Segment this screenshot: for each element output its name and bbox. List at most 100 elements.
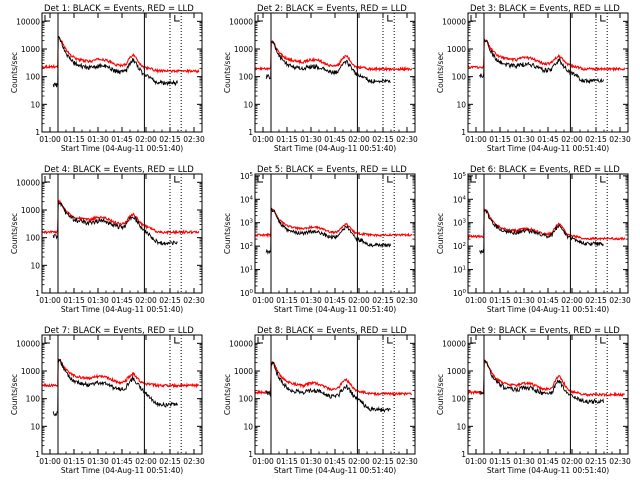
y-tick-label: 1000 (21, 206, 40, 215)
y-tick-label: 1 (35, 450, 40, 459)
x-tick-label: 01:15 (489, 135, 511, 144)
y-tick-label: 1000 (447, 367, 466, 376)
panel-title: Det 9: BLACK = Events, RED = LLD (470, 326, 620, 336)
y-tick-label: 103 (453, 219, 467, 228)
y-tick-label: 102 (240, 242, 253, 251)
lld-series-line (468, 208, 626, 242)
panel-2: Det 2: BLACK = Events, RED = LLD 1 10 100 10… (223, 4, 418, 153)
axes-frame (467, 334, 629, 455)
x-tick-label: 01:15 (276, 457, 298, 466)
y-tick-label: 1000 (234, 45, 253, 54)
x-tick-label: 01:30 (87, 296, 109, 305)
x-tick-label: 02:30 (609, 135, 631, 144)
y-tick-label: 1000 (447, 45, 466, 54)
x-tick-label: 01:00 (465, 296, 487, 305)
panel-5: Det 5: BLACK = Events, RED = LLD 100 101 10… (223, 165, 418, 314)
y-tick-label: 10000 (229, 339, 253, 348)
x-tick-label: 01:30 (513, 135, 535, 144)
axes-frame (254, 12, 416, 133)
axes-frame (254, 334, 416, 455)
y-tick-label: 10 (243, 422, 253, 431)
x-tick-label: 02:30 (183, 457, 205, 466)
x-tick-label: 02:15 (585, 135, 607, 144)
x-tick-label: 02:00 (348, 135, 370, 144)
x-axis-label: Start Time (04-Aug-11 00:51:40) (487, 466, 609, 475)
y-tick-label: 1 (35, 289, 40, 298)
y-tick-label: 104 (453, 195, 467, 204)
y-tick-label: 100 (26, 395, 41, 404)
corner-marker (44, 176, 50, 183)
y-tick-label: 1 (248, 128, 253, 137)
annotation-marker (600, 337, 606, 344)
x-tick-label: 02:15 (159, 457, 181, 466)
panel-title: Det 2: BLACK = Events, RED = LLD (257, 4, 407, 14)
y-axis-label: Counts/sec (436, 374, 445, 415)
corner-marker (44, 337, 50, 344)
x-axis-label: Start Time (04-Aug-11 00:51:40) (274, 305, 396, 314)
annotation-marker (174, 15, 180, 22)
y-tick-label: 100 (26, 234, 41, 243)
x-axis-label: Start Time (04-Aug-11 00:51:40) (61, 305, 183, 314)
corner-marker (257, 337, 263, 344)
x-axis-label: Start Time (04-Aug-11 00:51:40) (61, 144, 183, 153)
y-tick-label: 10000 (16, 178, 40, 187)
events-series-line (265, 40, 391, 85)
y-tick-label: 1 (248, 450, 253, 459)
x-tick-label: 01:00 (252, 135, 274, 144)
panel-4: Det 4: BLACK = Events, RED = LLD 1 10 100 10… (10, 165, 205, 314)
annotation-marker (387, 15, 393, 22)
y-tick-label: 10 (30, 261, 40, 270)
y-tick-label: 100 (453, 289, 467, 298)
x-tick-label: 02:30 (183, 135, 205, 144)
panel-title: Det 1: BLACK = Events, RED = LLD (44, 4, 194, 14)
panel-title: Det 4: BLACK = Events, RED = LLD (44, 165, 194, 175)
panel-title: Det 5: BLACK = Events, RED = LLD (257, 165, 407, 175)
x-axis-label: Start Time (04-Aug-11 00:51:40) (61, 466, 183, 475)
y-axis-label: Counts/sec (436, 52, 445, 93)
x-tick-label: 01:00 (39, 135, 61, 144)
x-tick-label: 01:15 (276, 296, 298, 305)
events-series-line (52, 359, 178, 417)
annotation-marker (600, 15, 606, 22)
y-tick-label: 100 (239, 395, 254, 404)
x-tick-label: 02:00 (135, 135, 157, 144)
lld-series-line (42, 357, 200, 389)
axes-frame (41, 173, 203, 294)
y-tick-label: 10000 (442, 17, 466, 26)
x-tick-label: 02:15 (372, 135, 394, 144)
corner-marker (470, 15, 476, 22)
y-tick-label: 101 (240, 266, 253, 275)
x-tick-label: 02:00 (561, 135, 583, 144)
y-axis-label: Counts/sec (436, 213, 445, 254)
y-tick-label: 100 (26, 73, 41, 82)
x-tick-label: 01:45 (111, 296, 133, 305)
y-tick-label: 10 (456, 100, 466, 109)
x-tick-label: 02:30 (396, 135, 418, 144)
y-axis-label: Counts/sec (10, 52, 19, 93)
x-tick-label: 01:45 (111, 457, 133, 466)
events-series-line (479, 209, 604, 255)
y-tick-label: 1000 (234, 367, 253, 376)
corner-marker (470, 176, 476, 183)
y-tick-label: 101 (453, 266, 466, 275)
x-tick-label: 02:15 (372, 296, 394, 305)
x-tick-label: 02:30 (396, 457, 418, 466)
x-tick-label: 01:00 (39, 457, 61, 466)
annotation-marker (600, 176, 606, 183)
x-tick-label: 02:30 (183, 296, 205, 305)
x-tick-label: 02:00 (561, 457, 583, 466)
x-tick-label: 01:30 (87, 135, 109, 144)
x-tick-label: 01:30 (513, 457, 535, 466)
panel-7: Det 7: BLACK = Events, RED = LLD 1 10 100 10… (10, 326, 205, 475)
x-tick-label: 01:30 (300, 296, 322, 305)
x-tick-label: 02:00 (135, 296, 157, 305)
panel-title: Det 3: BLACK = Events, RED = LLD (470, 4, 620, 14)
lld-series-line (42, 35, 200, 75)
y-tick-label: 10 (30, 422, 40, 431)
lld-series-line (255, 40, 413, 73)
x-tick-label: 01:45 (537, 296, 559, 305)
y-tick-label: 1000 (21, 367, 40, 376)
corner-marker (44, 15, 50, 22)
y-tick-label: 103 (240, 219, 254, 228)
y-tick-label: 1000 (21, 45, 40, 54)
